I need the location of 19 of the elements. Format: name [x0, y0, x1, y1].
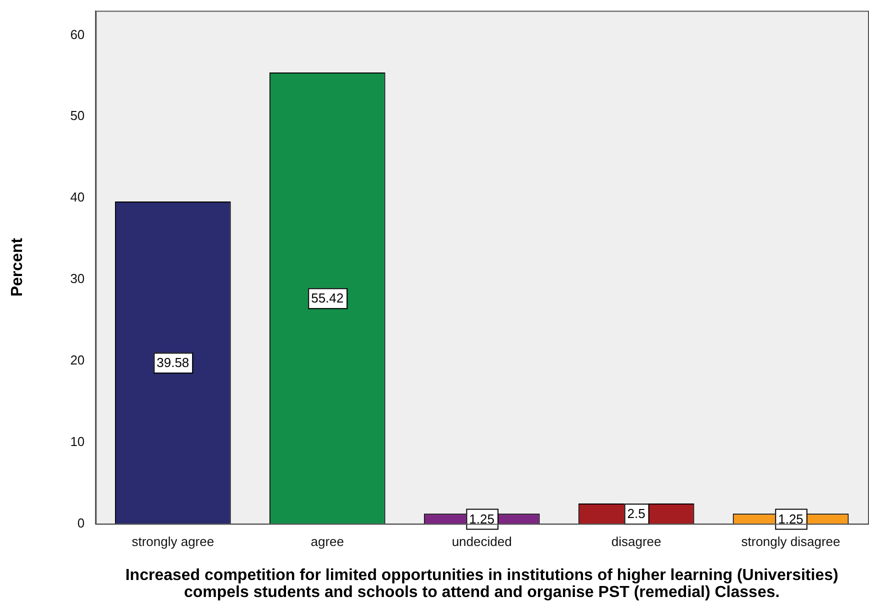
x-tick-label: undecided: [452, 534, 512, 550]
y-tick-label: 10: [70, 434, 85, 449]
y-tick-label: 50: [70, 108, 85, 124]
x-tick-label: strongly agree: [132, 534, 214, 550]
x-axis-title: Increased competition for limited opportunities in institutions of higher learning (Universities) compels students and schools to attend and organise PST (remedial) Classes.: [125, 567, 838, 602]
y-tick-label: 30: [70, 271, 85, 286]
y-axis-title: Percent: [9, 237, 26, 297]
data-label: 1.25: [469, 511, 494, 526]
data-label: 1.25: [778, 511, 804, 526]
y-tick-label: 60: [70, 26, 85, 42]
y-tick-label: 0: [77, 515, 85, 530]
data-label: 39.58: [156, 355, 190, 370]
x-tick-label: disagree: [611, 534, 662, 550]
x-tick-label: agree: [310, 534, 344, 550]
x-tick-label: strongly disagree: [741, 534, 840, 550]
y-tick-label: 20: [70, 352, 85, 368]
data-label: 55.42: [311, 290, 344, 306]
y-tick-label: 40: [70, 190, 85, 205]
data-label: 2.5: [627, 506, 646, 522]
